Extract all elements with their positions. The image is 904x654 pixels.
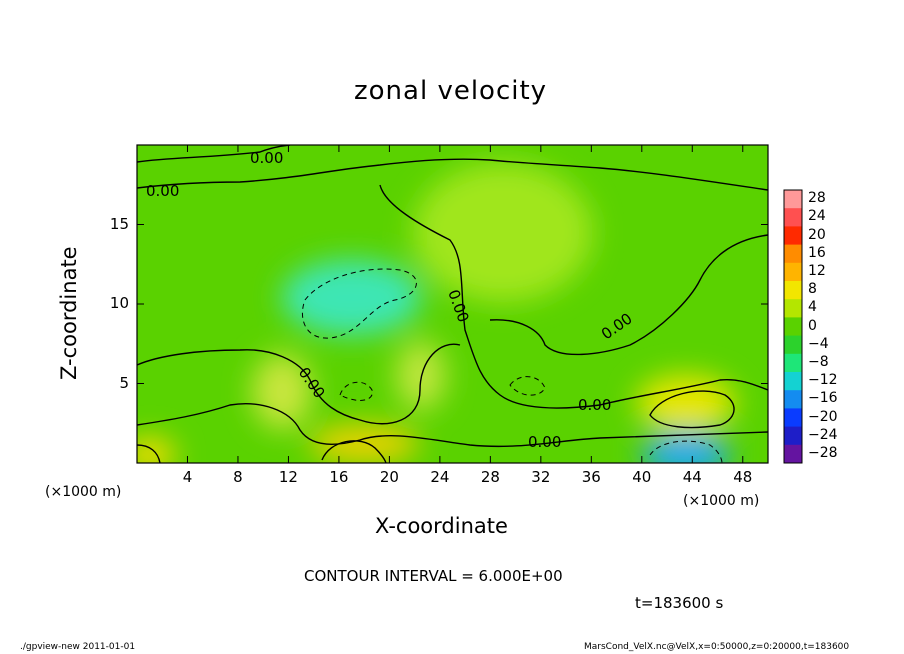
x-unit-label: (×1000 m) [683,493,760,509]
contour-positive-hump-center [321,440,387,463]
x-tick-label: 36 [581,468,601,486]
colorbar-swatch [784,353,802,373]
x-tick-label: 8 [233,468,243,486]
contour-label: 0.00 [146,182,179,200]
contour-negative-center [301,268,417,339]
x-tick-label: 28 [480,468,500,486]
colorbar-swatch [784,335,802,355]
x-axis-label: X-coordinate [375,514,508,538]
x-axis-ticks [186,145,744,463]
colorbar-swatch [784,190,802,209]
heatmap-feature [635,374,736,431]
colorbar-swatch [784,226,802,246]
contour-positive-corner [137,444,161,463]
contour-label: 0.00 [528,433,561,451]
contour-interval-text: CONTOUR INTERVAL = 6.000E+00 [304,567,563,585]
contour-zero-left-mid [137,343,461,425]
y-tick-label: 5 [119,373,129,392]
y-tick-label: 15 [109,214,129,233]
colorbar-label: −24 [808,426,838,443]
y-axis-ticks [137,224,768,384]
x-tick-label: 24 [430,468,450,486]
time-text: t=183600 s [635,594,724,612]
colorbar-label: 4 [808,299,817,316]
colorbar-swatch [784,317,802,337]
x-tick-label: 20 [379,468,399,486]
colorbar-label: 20 [808,226,826,243]
contour-label: 0.00 [250,149,283,167]
contour-zero-lower [137,403,768,448]
heatmap-feature [281,259,422,336]
heatmap-feature [412,162,593,303]
colorbar-swatch [784,444,802,464]
heatmap-feature [137,437,176,463]
heatmap-feature [640,433,731,463]
chart-title: zonal velocity [354,76,548,106]
colorbar-label: 0 [808,317,817,334]
colorbar-swatch [784,372,802,391]
y-tick-label: 10 [109,294,129,312]
colorbar-label: −12 [808,372,838,389]
heatmap-features [137,162,736,463]
contour-lines-negative [301,268,723,463]
colorbar [783,189,803,464]
colorbar-label: −16 [808,390,838,407]
contour-zero-upper [137,158,768,191]
x-tick-label: 44 [682,468,702,486]
y-unit-label: (×1000 m) [45,484,122,500]
x-tick-label: 4 [182,468,193,486]
colorbar-swatch [784,299,802,318]
colorbar-swatch [784,408,802,428]
contour-label: 0.00 [578,396,611,414]
contour-negative-bottom-right [649,440,723,463]
contour-positive-hump-right [649,390,735,429]
x-tick-label: 12 [278,468,298,486]
contour-lines [137,145,768,463]
colorbar-label: −28 [808,444,838,461]
footer-right: MarsCond_VelX.nc@VelX,x=0:50000,z=0:2000… [584,642,850,652]
colorbar-swatch [784,244,802,264]
x-tick-label: 40 [632,468,652,486]
colorbar-label: 8 [808,281,817,298]
colorbar-swatch [784,208,802,227]
colorbar-label: −8 [808,353,829,370]
x-tick-label: 32 [531,468,551,486]
colorbar-label: −20 [808,408,838,425]
colorbar-label: 16 [808,244,826,261]
colorbar-swatch [784,426,802,446]
contour-negative-left [339,381,373,401]
heatmap-feature [252,353,313,430]
colorbar-swatch [784,262,802,282]
y-axis-label: Z-coordinate [57,246,81,380]
colorbar-label: 24 [808,208,826,225]
colorbar-label: 28 [808,190,826,207]
colorbar-swatch [784,390,802,409]
colorbar-swatch [784,281,802,300]
footer-left: ./gpview-new 2011-01-01 [20,642,136,652]
contour-zero-upper-left [137,145,291,163]
contour-zero-middle [379,184,768,409]
colorbar-label: −4 [808,335,829,352]
colorbar-frame [783,189,803,464]
contour-negative-mid [509,376,546,396]
x-tick-label: 16 [329,468,349,486]
heatmap-feature [309,423,420,463]
heatmap-field: 0.00 0.00 0.00 0.00 0.00 0.00 0.00 [137,145,768,463]
x-tick-label: 48 [733,468,753,486]
contour-zero-right [489,234,768,356]
colorbar-label: 12 [808,262,826,279]
